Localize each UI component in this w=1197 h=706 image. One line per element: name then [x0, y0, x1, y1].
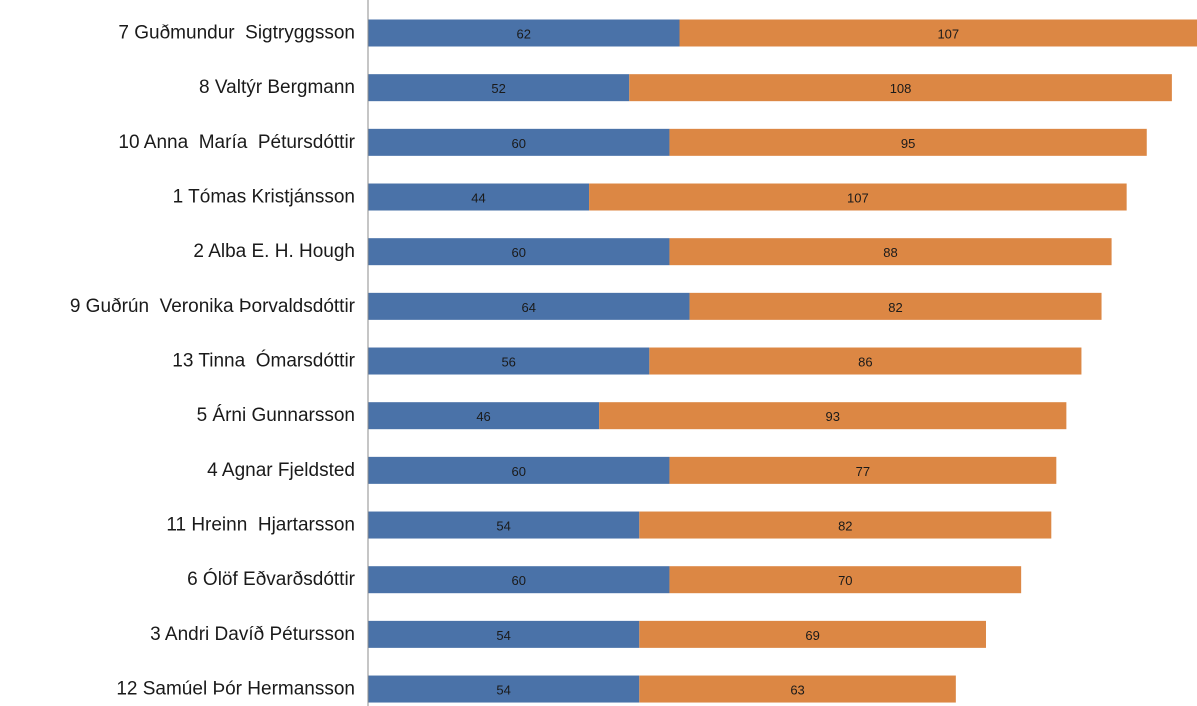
bar-segment: [368, 74, 630, 102]
category-label: 13 Tinna Ómarsdóttir: [172, 350, 355, 372]
bar-segment: [689, 292, 1102, 320]
data-label: 44: [471, 191, 485, 206]
data-label: 64: [522, 300, 536, 315]
bar-segment: [368, 183, 590, 211]
data-label: 69: [805, 628, 819, 643]
bar-segment: [599, 402, 1067, 430]
data-label: 93: [826, 409, 840, 424]
bar-segment: [368, 620, 640, 648]
bar-segment: [368, 402, 600, 430]
data-label: 63: [790, 683, 804, 698]
data-label: 54: [496, 519, 510, 534]
data-label: 54: [496, 628, 510, 643]
category-label: 5 Árni Gunnarsson: [197, 405, 355, 426]
bar-segment: [669, 566, 1022, 594]
bar-segment: [368, 292, 690, 320]
data-label: 77: [856, 464, 870, 479]
bar-segment: [368, 456, 670, 484]
bar-segment: [669, 456, 1057, 484]
category-label: 9 Guðrún Veronika Þorvaldsdóttir: [70, 296, 356, 317]
bar-segment: [649, 347, 1082, 375]
data-label: 60: [511, 464, 525, 479]
data-label: 86: [858, 355, 872, 370]
data-label: 52: [491, 81, 505, 96]
bar-segment: [669, 128, 1147, 156]
bar-segment: [639, 675, 956, 703]
bars: [368, 19, 1197, 703]
data-label: 60: [511, 573, 525, 588]
data-label: 62: [517, 27, 531, 42]
category-label: 1 Tómas Kristjánsson: [173, 187, 355, 208]
category-label: 2 Alba E. H. Hough: [193, 241, 355, 262]
data-label: 70: [838, 573, 852, 588]
bar-segment: [368, 19, 680, 47]
data-label: 60: [511, 136, 525, 151]
category-label: 11 Hreinn Hjartarsson: [166, 515, 355, 536]
bar-segment: [669, 238, 1112, 266]
category-label: 10 Anna María Pétursdóttir: [118, 132, 355, 153]
bar-segment: [368, 128, 670, 156]
category-label: 7 Guðmundur Sigtryggsson: [118, 23, 355, 44]
data-label: 56: [501, 355, 515, 370]
bar-segment: [368, 347, 650, 375]
category-label: 6 Ólöf Eðvarðsdóttir: [187, 568, 356, 590]
bar-segment: [368, 675, 640, 703]
category-label: 3 Andri Davíð Pétursson: [150, 624, 355, 645]
bar-segment: [589, 183, 1127, 211]
bar-segment: [368, 566, 670, 594]
data-label: 95: [901, 136, 915, 151]
data-label: 107: [847, 191, 869, 206]
data-label: 60: [511, 245, 525, 260]
category-label: 12 Samúel Þór Hermansson: [116, 679, 355, 700]
category-labels: 7 Guðmundur Sigtryggsson 8 Valtýr Bergman…: [70, 23, 356, 700]
bar-segment: [629, 74, 1172, 102]
data-label: 46: [476, 409, 490, 424]
bar-segment: [368, 238, 670, 266]
value-labels: 62 107 52 108 60 95 44 107 60 88 64 82 56 86 46 93 60 77 5…: [471, 27, 959, 698]
category-label: 4 Agnar Fjeldsted: [207, 460, 355, 481]
data-label: 82: [838, 519, 852, 534]
data-label: 82: [888, 300, 902, 315]
data-label: 88: [883, 245, 897, 260]
data-label: 108: [890, 81, 912, 96]
bar-segment: [639, 620, 986, 648]
bar-segment: [368, 511, 640, 539]
bar-segment: [679, 19, 1197, 47]
bar-segment: [639, 511, 1052, 539]
category-label: 8 Valtýr Bergmann: [199, 77, 355, 98]
data-label: 54: [496, 683, 510, 698]
data-label: 107: [937, 27, 959, 42]
